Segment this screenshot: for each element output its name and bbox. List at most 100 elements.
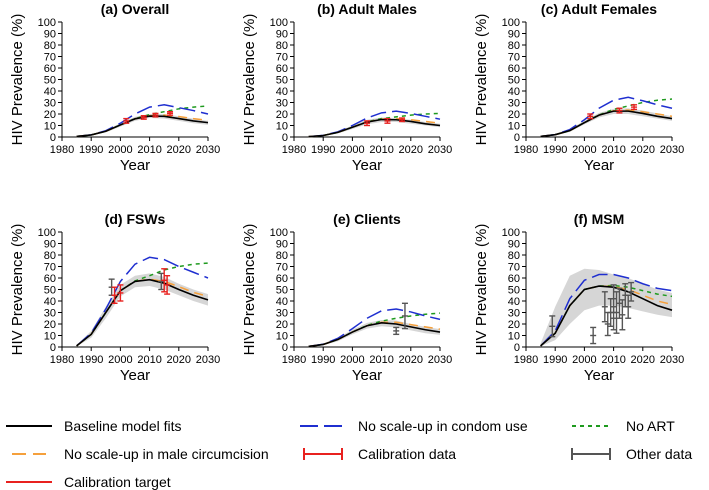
y-tick-label: 70: [276, 52, 288, 64]
panel-title: (b) Adult Males: [317, 1, 417, 17]
x-tick-label: 1980: [514, 144, 538, 156]
legend-label-other-data: Other data: [626, 446, 693, 462]
legend-item-calib-data: Calibration data: [300, 446, 456, 462]
y-tick-label: 10: [276, 121, 288, 133]
legend-label-no-condom: No scale-up in condom use: [358, 418, 528, 434]
y-tick-label: 0: [50, 132, 56, 144]
uncertainty-band: [308, 117, 440, 137]
other-data-bar: [619, 299, 626, 331]
y-tick-label: 30: [276, 98, 288, 110]
uncertainty-band: [76, 273, 208, 347]
y-tick-label: 90: [44, 29, 56, 41]
y-tick-label: 30: [508, 308, 520, 320]
y-axis-label: HIV Prevalence (%): [473, 14, 490, 146]
panel-title: (a) Overall: [101, 1, 169, 17]
calibration-data-bar: [399, 117, 406, 123]
series-baseline: [76, 278, 209, 347]
other-data-bar: [590, 326, 597, 345]
y-tick-label: 90: [276, 239, 288, 251]
y-tick-label: 20: [276, 109, 288, 121]
y-tick-label: 100: [502, 17, 520, 29]
y-tick-label: 80: [44, 250, 56, 262]
x-axis-label: Year: [120, 367, 150, 384]
x-tick-label: 1990: [311, 144, 335, 156]
legend-label-no-art: No ART: [626, 418, 675, 434]
y-tick-label: 100: [270, 17, 288, 29]
panel-title: (f) MSM: [574, 211, 625, 227]
y-tick-label: 40: [276, 296, 288, 308]
other-data-bar: [549, 315, 556, 338]
calibration-data-bar: [364, 120, 370, 127]
y-tick-label: 50: [508, 75, 520, 87]
calibration-data-bar: [140, 115, 147, 120]
y-axis-label: HIV Prevalence (%): [241, 14, 258, 146]
y-tick-label: 20: [508, 109, 520, 121]
y-tick-label: 60: [44, 273, 56, 285]
y-axis-label: HIV Prevalence (%): [9, 224, 26, 356]
y-tick-label: 50: [276, 75, 288, 87]
legend-swatch-no-condom: [300, 420, 346, 432]
panel-title: (d) FSWs: [105, 211, 166, 227]
legend-item-no-condom: No scale-up in condom use: [300, 418, 528, 434]
x-tick-label: 2000: [340, 354, 364, 366]
panel-title: (e) Clients: [333, 211, 401, 227]
other-data-bar: [616, 287, 623, 319]
series-baseline: [308, 322, 441, 348]
y-tick-label: 0: [50, 342, 56, 354]
x-tick-label: 1980: [282, 354, 306, 366]
x-tick-label: 1980: [514, 354, 538, 366]
y-tick-label: 20: [276, 319, 288, 331]
x-tick-label: 2020: [399, 144, 423, 156]
x-tick-label: 1990: [543, 354, 567, 366]
y-tick-label: 40: [508, 86, 520, 98]
x-axis-label: Year: [584, 367, 614, 384]
calibration-data-bar: [616, 107, 623, 114]
x-tick-label: 1980: [50, 144, 74, 156]
x-tick-label: 2010: [601, 354, 625, 366]
other-data-bar: [601, 291, 608, 323]
other-data-bar: [604, 311, 611, 337]
y-tick-label: 70: [44, 262, 56, 274]
calibration-data-bar: [117, 284, 124, 302]
y-tick-label: 100: [38, 227, 56, 239]
y-tick-label: 90: [44, 239, 56, 251]
calibration-data-bar: [587, 113, 594, 120]
y-tick-label: 80: [508, 250, 520, 262]
x-tick-label: 2000: [108, 354, 132, 366]
y-tick-label: 10: [44, 121, 56, 133]
x-tick-label: 2020: [167, 144, 191, 156]
uncertainty-band: [540, 268, 672, 347]
series-no-condom: [540, 273, 673, 347]
calibration-data-bar: [111, 286, 118, 304]
y-tick-label: 30: [44, 98, 56, 110]
x-tick-label: 2020: [399, 354, 423, 366]
y-tick-label: 20: [508, 319, 520, 331]
x-tick-label: 2020: [631, 354, 655, 366]
legend-item-baseline: Baseline model fits: [6, 418, 182, 434]
y-tick-label: 60: [276, 273, 288, 285]
y-tick-label: 10: [508, 121, 520, 133]
calibration-data-bar: [164, 275, 171, 295]
series-no-art: [76, 105, 209, 138]
legend-swatch-other-data: [568, 448, 614, 460]
y-tick-label: 20: [44, 109, 56, 121]
legend-item-no-circ: No scale-up in male circumcision: [6, 446, 269, 462]
x-tick-label: 2020: [167, 354, 191, 366]
uncertainty-band: [76, 114, 208, 137]
other-data-bar: [613, 291, 620, 334]
series-no-art: [308, 312, 441, 348]
calibration-data-bar: [384, 117, 391, 124]
x-tick-label: 1980: [282, 144, 306, 156]
calibration-data-bar: [152, 112, 159, 118]
other-data-bar: [628, 281, 635, 302]
x-tick-label: 2030: [428, 354, 452, 366]
x-tick-label: 2000: [340, 144, 364, 156]
x-tick-label: 2000: [108, 144, 132, 156]
legend: Baseline model fits No scale-up in male …: [0, 410, 709, 490]
